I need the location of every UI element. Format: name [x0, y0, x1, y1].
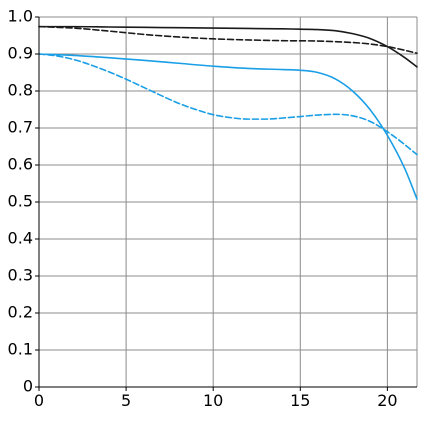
y-tick-label: 0.8 — [8, 81, 33, 100]
x-tick-label: 15 — [290, 391, 310, 410]
series-line-1 — [38, 25, 418, 68]
y-tick-label: 0.6 — [8, 155, 33, 174]
y-tick-label: 0.9 — [8, 44, 33, 63]
series-layer — [38, 25, 418, 200]
grid-layer — [39, 16, 418, 387]
x-tick-labels: 0 5 10 15 20 — [34, 391, 398, 410]
y-tick-label: 0.4 — [8, 229, 33, 248]
y-tick-label: 0 — [23, 377, 33, 396]
y-tick-label: 0.7 — [8, 118, 33, 137]
axis-layer — [35, 16, 417, 391]
y-tick-label: 0.1 — [8, 340, 33, 359]
y-tick-labels: 0 0.1 0.2 0.3 0.4 0.5 0.6 0.7 0.8 0.9 1.0 — [8, 7, 33, 396]
y-tick-label: 1.0 — [8, 7, 33, 26]
y-tick-label: 0.2 — [8, 303, 33, 322]
x-tick-label: 20 — [377, 391, 397, 410]
series-line-3 — [38, 53, 418, 200]
x-tick-label: 10 — [203, 391, 223, 410]
series-line-4 — [38, 53, 418, 156]
y-tick-label: 0.3 — [8, 266, 33, 285]
x-tick-label: 5 — [121, 391, 131, 410]
x-tick-label: 0 — [34, 391, 44, 410]
series-line-2 — [38, 25, 418, 55]
y-tick-label: 0.5 — [8, 192, 33, 211]
